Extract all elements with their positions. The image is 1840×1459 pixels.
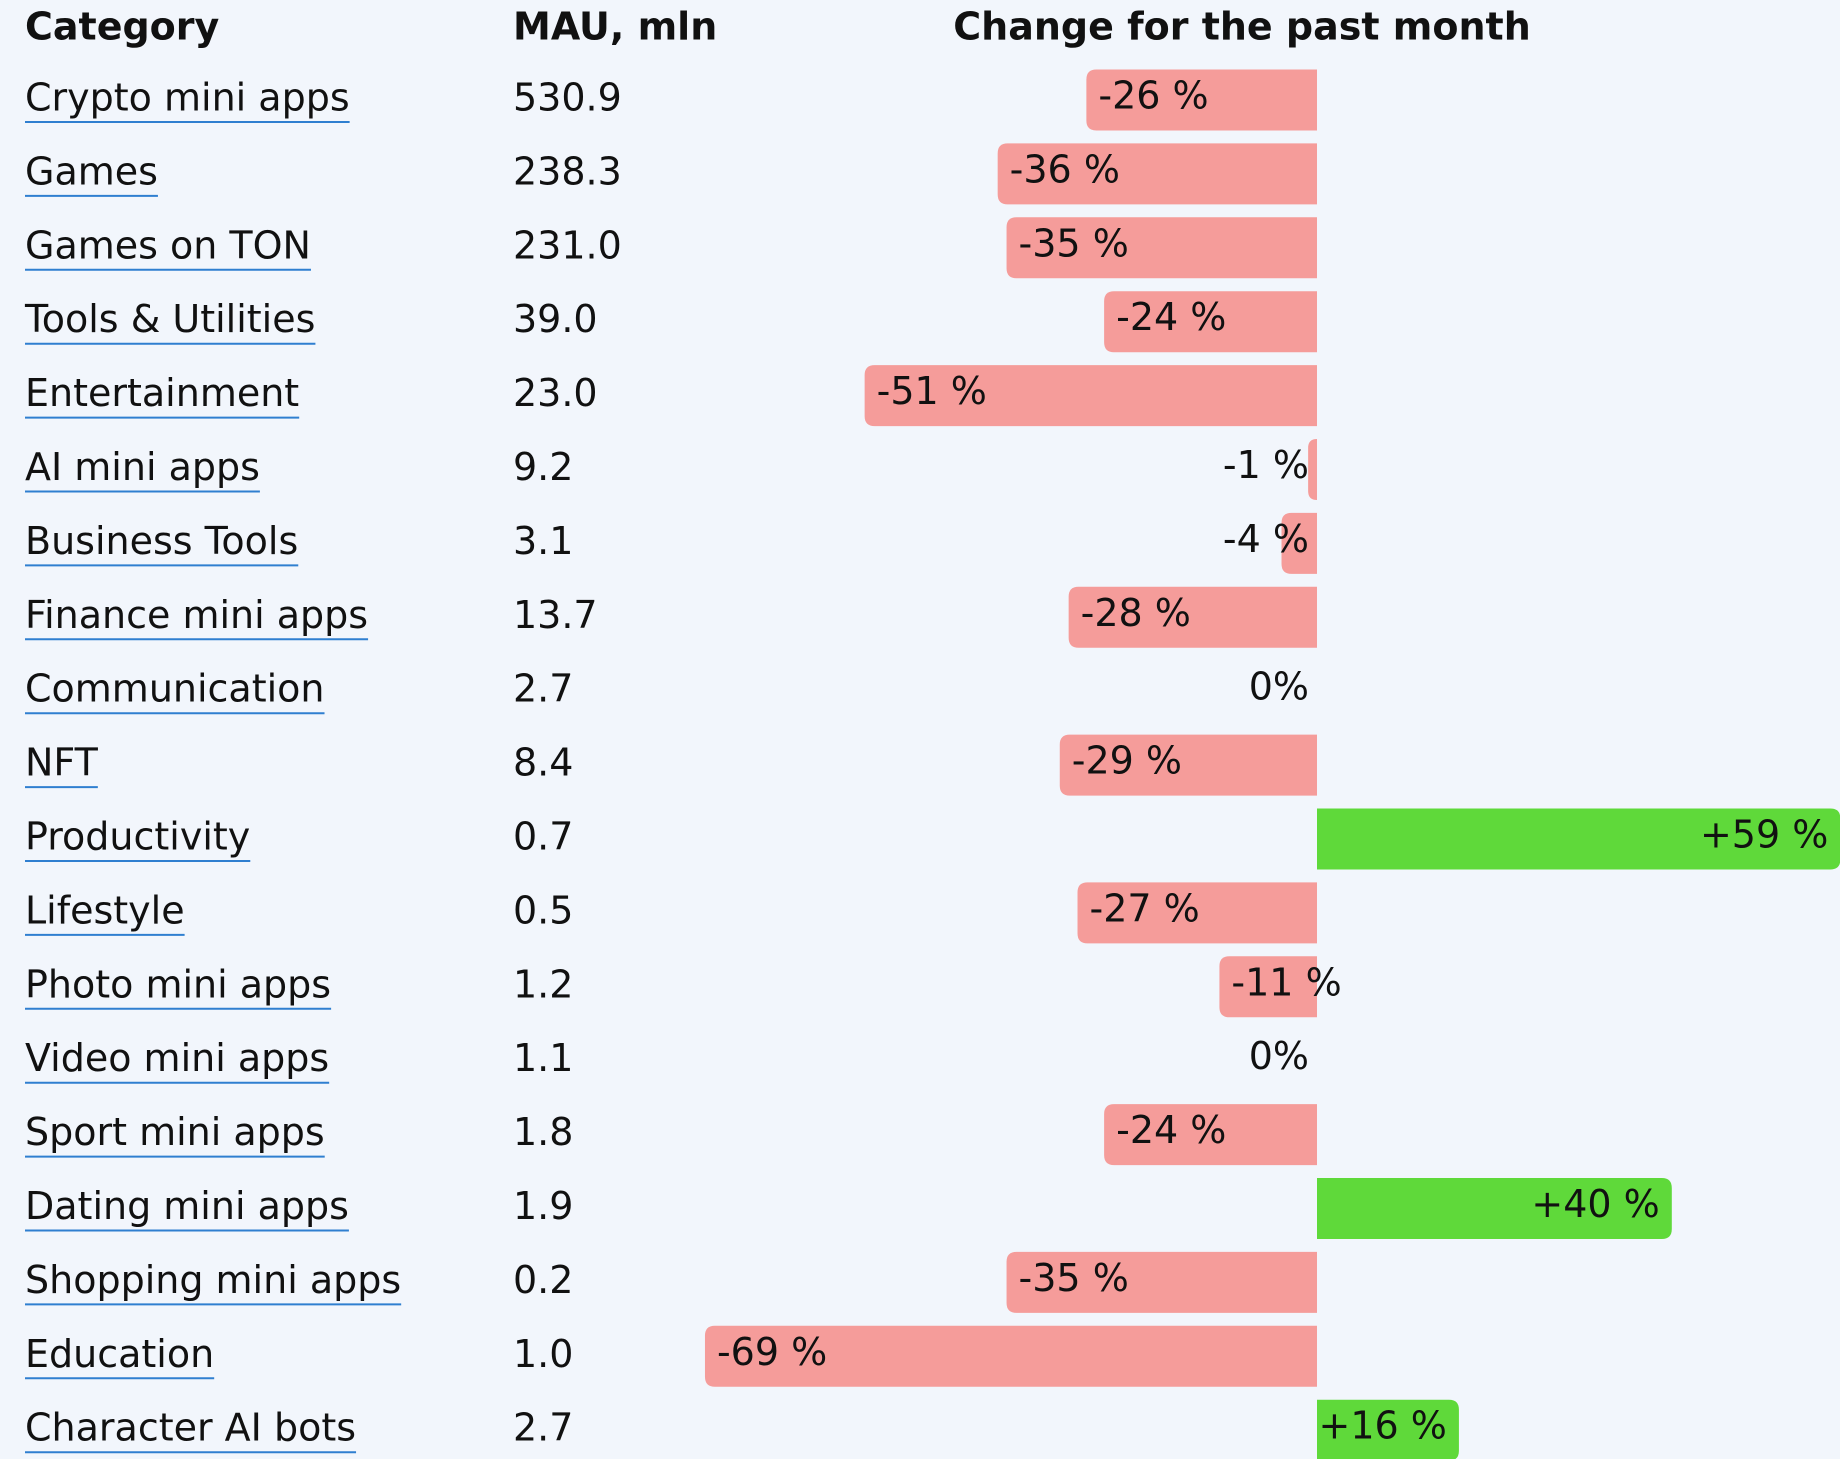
mau-value: 2.7 <box>513 1406 573 1450</box>
category-link: Games <box>25 149 158 193</box>
category-link: Lifestyle <box>25 888 185 932</box>
category-link: Finance mini apps <box>25 593 368 637</box>
mau-value: 23.0 <box>513 371 598 415</box>
change-bar <box>1086 69 1317 131</box>
mau-value: 9.2 <box>513 445 573 489</box>
change-label: -36 % <box>1010 147 1120 191</box>
change-bar <box>1006 1251 1317 1313</box>
mau-value: 1.2 <box>513 962 573 1006</box>
change-label: -35 % <box>1019 1256 1129 1300</box>
mau-value: 530.9 <box>513 76 622 120</box>
change-label: 0% <box>1249 665 1309 709</box>
change-bar <box>1308 439 1317 500</box>
change-bar <box>1077 882 1317 944</box>
change-label: -28 % <box>1081 591 1191 635</box>
mau-value: 2.7 <box>513 667 573 711</box>
mau-value: 231.0 <box>513 223 622 267</box>
category-link: Education <box>25 1332 214 1376</box>
category-link: Sport mini apps <box>25 1110 325 1154</box>
category-link: Photo mini apps <box>25 962 331 1006</box>
change-bar <box>1317 1178 1672 1239</box>
change-label: -4 % <box>1223 517 1309 561</box>
change-label: +16 % <box>1319 1404 1447 1448</box>
mau-value: 8.4 <box>513 741 573 785</box>
mau-value: 238.3 <box>513 149 622 193</box>
change-label: -24 % <box>1116 295 1226 339</box>
change-bar <box>1104 1104 1317 1166</box>
mau-value: 1.0 <box>513 1332 573 1376</box>
category-link: Business Tools <box>25 519 298 563</box>
change-bar <box>1068 586 1317 648</box>
category-link: Shopping mini apps <box>25 1258 401 1302</box>
change-bar <box>864 365 1317 427</box>
change-label: -26 % <box>1098 74 1208 118</box>
category-link: AI mini apps <box>25 445 260 489</box>
mau-value: 1.8 <box>513 1110 573 1154</box>
mau-value: 3.1 <box>513 519 573 563</box>
mau-value: 0.2 <box>513 1258 573 1302</box>
change-bar <box>1317 808 1840 870</box>
category-link: Productivity <box>25 815 250 859</box>
category-link: Dating mini apps <box>25 1184 349 1228</box>
change-bar <box>1104 291 1317 353</box>
header-mau: MAU, mln <box>513 5 717 49</box>
category-link: Games on TON <box>25 223 311 267</box>
category-link: Crypto mini apps <box>25 76 350 120</box>
category-link: Video mini apps <box>25 1036 329 1080</box>
change-label: 0% <box>1249 1034 1309 1078</box>
header-category: Category <box>25 5 220 49</box>
mau-value: 13.7 <box>513 593 598 637</box>
header-change: Change for the past month <box>953 5 1531 49</box>
mau-value: 1.9 <box>513 1184 573 1228</box>
change-label: -27 % <box>1090 886 1200 930</box>
category-link: Communication <box>25 667 325 711</box>
change-bar <box>997 143 1317 205</box>
change-bar <box>1317 1399 1459 1459</box>
change-label: -51 % <box>877 369 987 413</box>
change-bar <box>1219 956 1317 1018</box>
change-bar <box>1281 512 1317 574</box>
mau-value: 0.7 <box>513 815 573 859</box>
change-label: -11 % <box>1231 960 1341 1004</box>
mau-value: 0.5 <box>513 888 573 932</box>
change-label: -1 % <box>1223 443 1309 487</box>
change-bar <box>1059 734 1317 796</box>
change-label: +59 % <box>1700 813 1828 857</box>
change-bar <box>704 1325 1317 1387</box>
change-label: -69 % <box>717 1330 827 1374</box>
change-label: +40 % <box>1531 1182 1659 1226</box>
change-bar <box>1006 217 1317 279</box>
change-label: -29 % <box>1072 739 1182 783</box>
mau-value: 39.0 <box>513 297 598 341</box>
change-label: -24 % <box>1116 1108 1226 1152</box>
category-link: Tools & Utilities <box>24 297 315 341</box>
category-link: Character AI bots <box>25 1406 356 1450</box>
mau-value: 1.1 <box>513 1036 573 1080</box>
category-link: NFT <box>25 741 99 785</box>
category-link: Entertainment <box>25 371 299 415</box>
change-label: -35 % <box>1019 221 1129 265</box>
